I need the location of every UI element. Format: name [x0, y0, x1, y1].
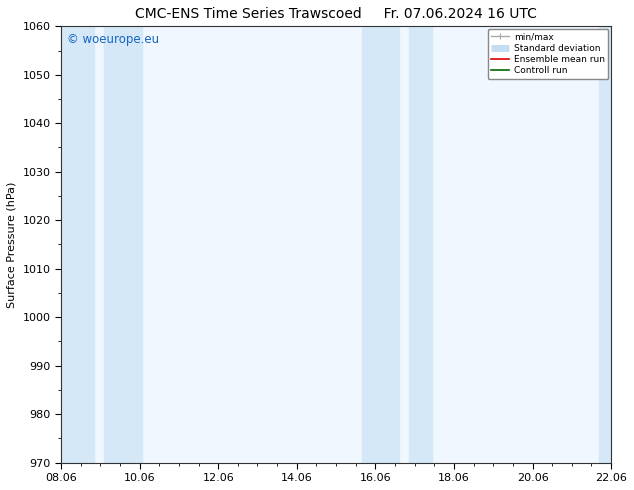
- Bar: [104, 26, 141, 463]
- Text: © woeurope.eu: © woeurope.eu: [67, 33, 158, 46]
- Y-axis label: Surface Pressure (hPa): Surface Pressure (hPa): [7, 181, 17, 308]
- Legend: min/max, Standard deviation, Ensemble mean run, Controll run: min/max, Standard deviation, Ensemble me…: [488, 29, 609, 79]
- Bar: [599, 26, 611, 463]
- Bar: [409, 26, 432, 463]
- Bar: [61, 26, 94, 463]
- Title: CMC-ENS Time Series Trawscoed     Fr. 07.06.2024 16 UTC: CMC-ENS Time Series Trawscoed Fr. 07.06.…: [135, 7, 537, 21]
- Bar: [361, 26, 399, 463]
